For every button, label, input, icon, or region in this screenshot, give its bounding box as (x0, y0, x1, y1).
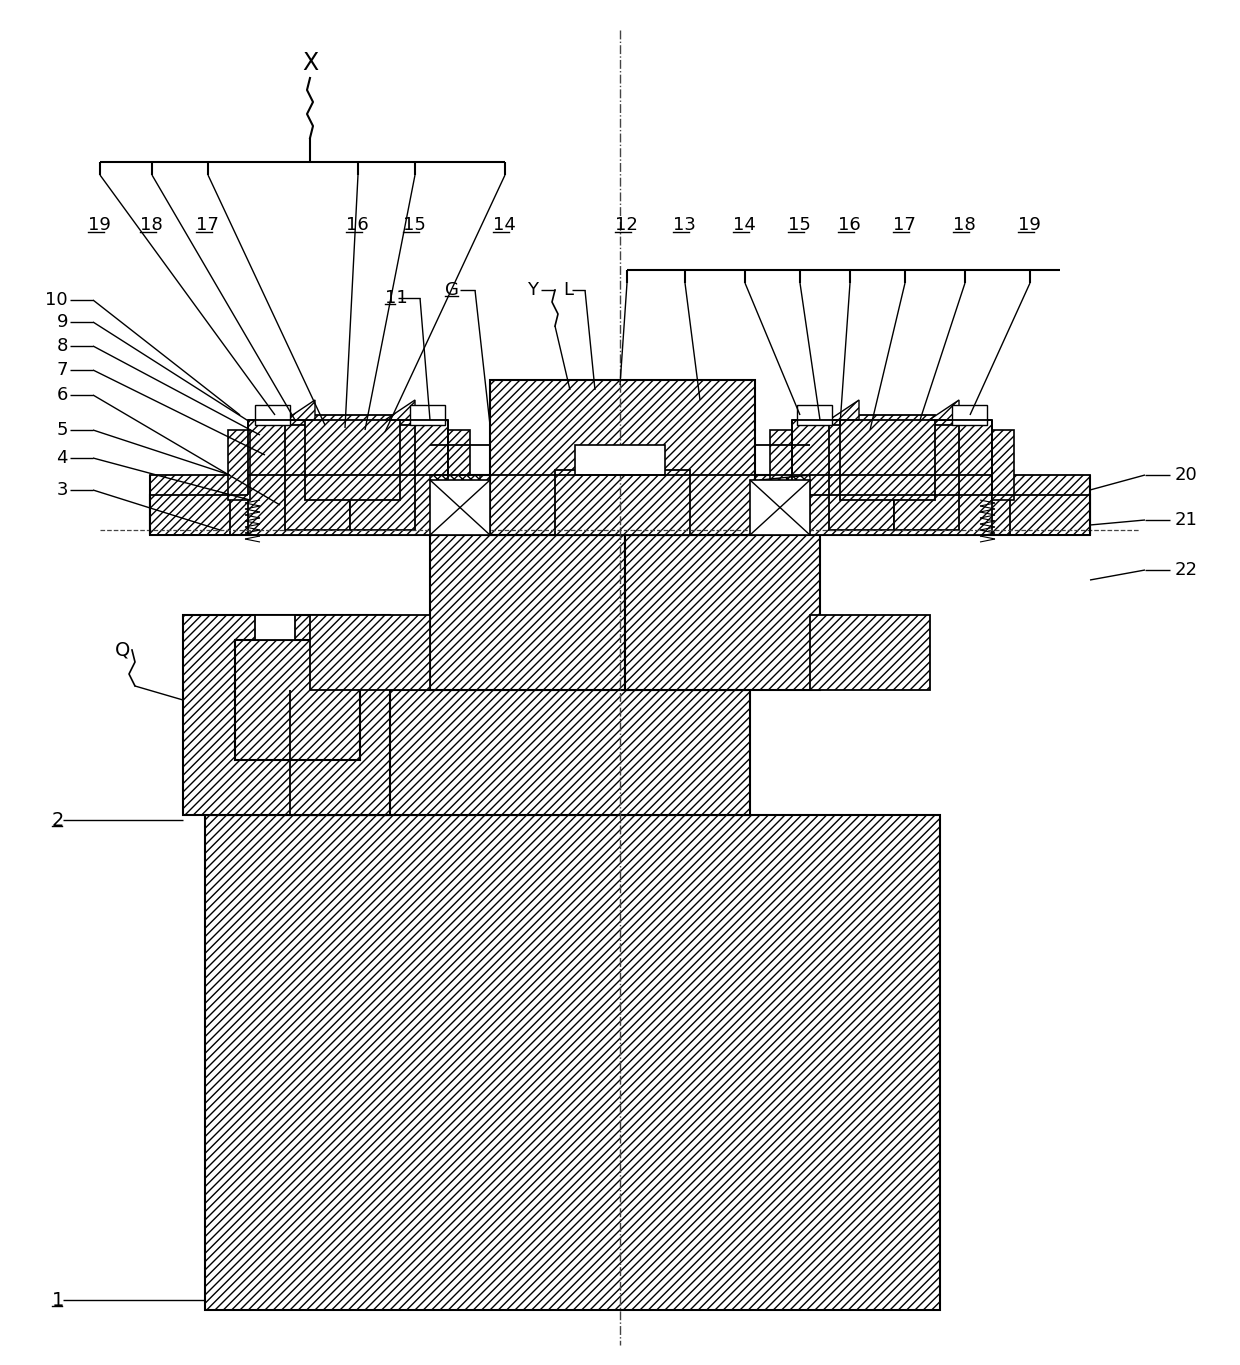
Text: X: X (301, 51, 319, 75)
Text: 19: 19 (88, 216, 110, 233)
Bar (894, 425, 959, 530)
Text: 2: 2 (52, 811, 64, 830)
Bar (248, 420, 448, 535)
Text: G: G (445, 281, 459, 299)
Text: 5: 5 (57, 420, 68, 440)
Bar (810, 616, 930, 689)
Text: 16: 16 (346, 216, 368, 233)
Bar (625, 475, 820, 689)
Bar (184, 616, 391, 815)
Text: 22: 22 (1176, 561, 1198, 579)
Text: 15: 15 (403, 216, 425, 233)
Text: L: L (563, 281, 573, 299)
Text: Y: Y (527, 281, 538, 299)
Text: 17: 17 (196, 216, 219, 233)
Bar (305, 415, 401, 500)
Text: 17: 17 (893, 216, 916, 233)
Text: 14: 14 (494, 216, 516, 233)
Polygon shape (830, 400, 859, 420)
Bar (797, 405, 832, 425)
Bar (255, 405, 290, 425)
Bar (556, 470, 689, 535)
Text: 7: 7 (57, 360, 68, 379)
Text: 16: 16 (838, 216, 861, 233)
Bar (255, 616, 295, 640)
Text: 9: 9 (57, 313, 68, 330)
Text: 1: 1 (52, 1290, 64, 1309)
Bar (575, 445, 665, 475)
Text: 10: 10 (46, 291, 68, 308)
Polygon shape (929, 400, 959, 420)
Bar (236, 640, 360, 760)
Text: 11: 11 (384, 289, 408, 307)
Bar (770, 430, 792, 500)
Bar (952, 405, 987, 425)
Bar (310, 616, 430, 689)
Bar (228, 430, 250, 500)
Polygon shape (760, 475, 810, 495)
Text: 20: 20 (1176, 465, 1198, 485)
Polygon shape (384, 400, 415, 420)
Text: 15: 15 (787, 216, 811, 233)
Bar (490, 379, 755, 535)
Text: 21: 21 (1176, 511, 1198, 530)
Bar (448, 430, 470, 500)
Polygon shape (430, 495, 480, 520)
Bar (350, 425, 415, 530)
Bar (410, 405, 445, 425)
Bar (839, 415, 935, 500)
Text: 6: 6 (57, 386, 68, 404)
Bar (205, 815, 940, 1310)
Text: Q: Q (115, 640, 130, 659)
Text: 12: 12 (615, 216, 637, 233)
Text: 14: 14 (733, 216, 756, 233)
Bar (750, 480, 810, 535)
Bar (1011, 475, 1090, 535)
Bar (150, 495, 1090, 535)
Text: 8: 8 (57, 337, 68, 355)
Polygon shape (760, 495, 810, 520)
Bar (430, 475, 625, 689)
Bar (992, 430, 1014, 500)
Bar (830, 425, 894, 530)
Text: 4: 4 (57, 449, 68, 467)
Text: 18: 18 (954, 216, 976, 233)
Text: 3: 3 (57, 480, 68, 500)
Text: 18: 18 (140, 216, 162, 233)
Text: 19: 19 (1018, 216, 1040, 233)
Text: 13: 13 (673, 216, 696, 233)
Bar (792, 420, 992, 535)
Bar (430, 480, 490, 535)
Polygon shape (285, 400, 315, 420)
Bar (150, 475, 229, 535)
Bar (285, 425, 350, 530)
Bar (290, 689, 750, 815)
Polygon shape (430, 475, 480, 495)
